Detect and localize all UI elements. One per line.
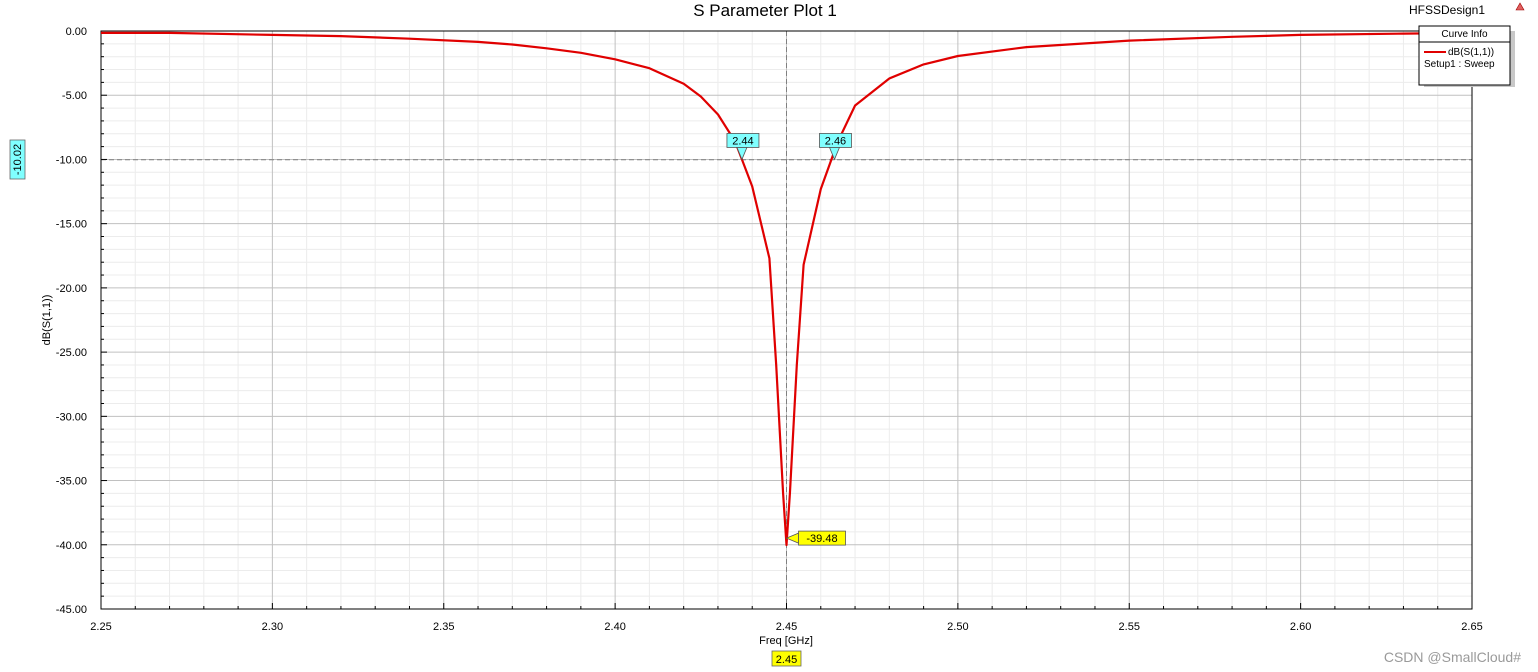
series-line-s11[interactable] xyxy=(101,31,1473,547)
design-name: HFSSDesign1 xyxy=(1409,3,1485,17)
y-tick-label: -15.00 xyxy=(56,219,87,231)
y-tick-label: 0.00 xyxy=(66,26,87,38)
marker-min[interactable]: -39.48 xyxy=(785,530,846,546)
y-tick-marks xyxy=(101,30,107,610)
x-cursor-value: 2.45 xyxy=(776,654,797,666)
markers: 2.44 2.46 -39.48 xyxy=(726,133,852,546)
x-tick-label: 2.30 xyxy=(262,621,283,633)
x-tick-label: 2.60 xyxy=(1290,621,1311,633)
x-tick-label: 2.65 xyxy=(1461,621,1482,633)
legend-entry-sublabel: Setup1 : Sweep xyxy=(1424,59,1495,70)
y-cursor-readout[interactable]: -10.02 xyxy=(9,139,26,180)
cursor-lines xyxy=(101,31,1472,609)
x-tick-label: 2.50 xyxy=(947,621,968,633)
marker-label: 2.44 xyxy=(732,135,753,147)
marker-2.44[interactable]: 2.44 xyxy=(726,133,760,161)
x-tick-marks xyxy=(100,603,1473,609)
legend-entry-label: dB(S(1,1)) xyxy=(1448,47,1494,58)
marker-pointer xyxy=(736,147,748,161)
chart-title: S Parameter Plot 1 xyxy=(693,1,837,20)
marker-label: -39.48 xyxy=(806,533,837,545)
y-axis-label: dB(S(1,1)) xyxy=(41,295,53,346)
marker-box xyxy=(798,530,846,546)
legend-title: Curve Info xyxy=(1441,29,1488,40)
watermark: CSDN @SmallCloud# xyxy=(1384,649,1521,665)
y-tick-label: -45.00 xyxy=(56,604,87,616)
marker-label: 2.46 xyxy=(825,135,846,147)
marker-pointer xyxy=(828,147,841,161)
y-tick-labels: 0.00 -5.00 -10.00 -15.00 -20.00 -25.00 -30.00 -… xyxy=(56,26,87,616)
x-cursor-readout[interactable]: 2.45 xyxy=(771,650,802,667)
x-tick-label: 2.55 xyxy=(1119,621,1140,633)
y-cursor-value: -10.02 xyxy=(12,144,24,175)
legend[interactable]: Curve Info dB(S(1,1)) Setup1 : Sweep xyxy=(1418,25,1515,87)
x-tick-label: 2.40 xyxy=(604,621,625,633)
y-tick-label: -20.00 xyxy=(56,283,87,295)
x-tick-label: 2.45 xyxy=(776,621,797,633)
y-tick-label: -5.00 xyxy=(62,90,87,102)
marker-2.46[interactable]: 2.46 xyxy=(819,133,852,161)
y-tick-label: -10.00 xyxy=(56,154,87,166)
x-tick-label: 2.35 xyxy=(433,621,454,633)
y-tick-label: -35.00 xyxy=(56,476,87,488)
y-tick-label: -30.00 xyxy=(56,411,87,423)
x-tick-labels: 2.25 2.30 2.35 2.40 2.45 2.50 2.55 2.60 2.65 xyxy=(90,621,1482,633)
x-tick-label: 2.25 xyxy=(90,621,111,633)
x-axis-label: Freq [GHz] xyxy=(759,635,813,647)
y-tick-label: -25.00 xyxy=(56,347,87,359)
warning-icon[interactable] xyxy=(1515,2,1525,11)
y-tick-label: -40.00 xyxy=(56,540,87,552)
